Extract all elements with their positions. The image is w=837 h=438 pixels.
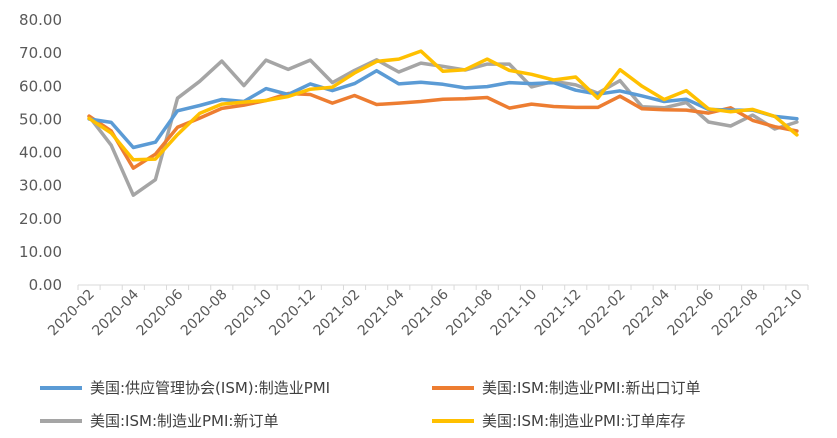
series-lines <box>87 49 799 197</box>
y-tick-label: 60.00 <box>19 77 62 95</box>
series-line-2 <box>87 91 799 170</box>
x-tick-label: 2020-08 <box>178 287 231 340</box>
y-tick-label: 0.00 <box>29 276 62 294</box>
x-tick-label: 2021-12 <box>532 287 585 340</box>
legend-label-4: 美国:ISM:制造业PMI:订单库存 <box>482 412 685 430</box>
x-tick-label: 2021-08 <box>443 287 496 340</box>
x-tick-label: 2020-06 <box>134 286 187 339</box>
y-tick-label: 30.00 <box>19 177 62 195</box>
x-tick-label: 2022-10 <box>753 287 806 340</box>
y-axis: 0.00 10.00 20.00 30.00 40.00 50.00 60.00 70.00 8… <box>19 11 62 294</box>
x-tick-label: 2020-04 <box>89 286 142 339</box>
x-axis: 2020-022020-042020-062020-082020-102020-… <box>45 284 809 340</box>
series-line-3 <box>87 58 799 197</box>
x-tick-label: 2022-06 <box>665 286 718 339</box>
x-tick-label: 2021-06 <box>399 286 452 339</box>
x-tick-label: 2022-02 <box>576 287 629 340</box>
y-tick-label: 20.00 <box>19 210 62 228</box>
x-tick-label: 2021-02 <box>311 287 364 340</box>
y-tick-label: 10.00 <box>19 243 62 261</box>
series-line-4 <box>87 49 799 162</box>
x-tick-label: 2020-10 <box>222 287 275 340</box>
x-tick-label: 2021-04 <box>355 286 408 339</box>
x-tick-label: 2022-04 <box>620 286 673 339</box>
y-tick-label: 70.00 <box>19 44 62 62</box>
legend: 美国:供应管理协会(ISM):制造业PMI 美国:ISM:制造业PMI:新出口订单… <box>40 379 700 430</box>
legend-label-3: 美国:ISM:制造业PMI:新订单 <box>90 412 278 430</box>
y-tick-label: 80.00 <box>19 11 62 29</box>
legend-label-1: 美国:供应管理协会(ISM):制造业PMI <box>90 379 330 397</box>
legend-label-2: 美国:ISM:制造业PMI:新出口订单 <box>482 379 700 397</box>
y-tick-label: 40.00 <box>19 144 62 162</box>
x-tick-label: 2020-12 <box>266 287 319 340</box>
y-tick-label: 50.00 <box>19 110 62 128</box>
x-tick-label: 2021-10 <box>488 287 541 340</box>
x-tick-label: 2020-02 <box>45 287 98 340</box>
x-tick-label: 2022-08 <box>709 287 762 340</box>
series-line-1 <box>87 68 799 150</box>
